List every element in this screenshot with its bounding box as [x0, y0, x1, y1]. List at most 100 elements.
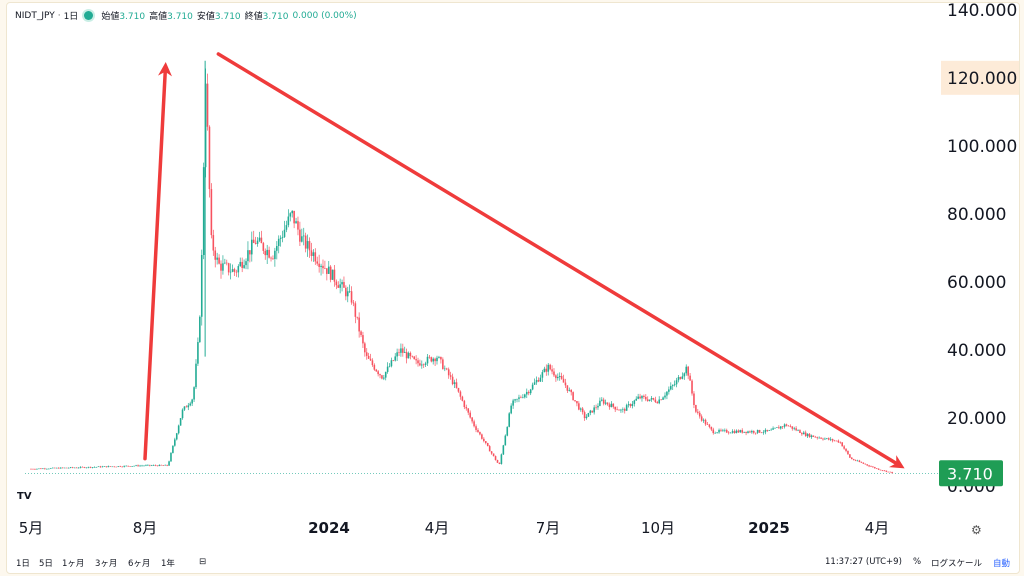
candle — [883, 469, 886, 472]
candle — [781, 425, 784, 430]
candle — [400, 343, 402, 357]
candle — [89, 466, 92, 469]
candle — [612, 403, 615, 409]
range-3m-button[interactable]: 3ヶ月 — [95, 559, 118, 569]
time-zone-readout[interactable]: 11:37:27 (UTC+9) — [825, 557, 902, 567]
candle — [681, 372, 684, 380]
candle — [444, 365, 446, 372]
candle — [889, 471, 891, 473]
candle — [61, 467, 64, 469]
arrow-annotation-2[interactable] — [216, 52, 905, 469]
gear-icon[interactable]: ⚙ — [971, 523, 982, 537]
interval-label[interactable]: 1日 — [63, 12, 79, 22]
candle — [778, 425, 780, 429]
ohlc-open: 始値3.710 — [101, 9, 145, 22]
candle — [358, 312, 360, 338]
candle — [407, 351, 410, 359]
candle — [390, 357, 393, 368]
candle — [839, 441, 842, 444]
candle — [71, 466, 74, 469]
candle — [741, 428, 744, 434]
candle — [59, 467, 62, 469]
candle — [887, 471, 890, 473]
candle — [403, 346, 406, 353]
candle — [440, 356, 442, 364]
candle — [293, 210, 295, 229]
candle — [237, 264, 240, 278]
candle — [673, 380, 676, 387]
candle — [656, 400, 659, 404]
candle — [402, 343, 404, 357]
candle — [101, 465, 104, 468]
candle — [308, 237, 311, 258]
candle — [438, 355, 440, 359]
candle — [200, 249, 203, 326]
candle — [477, 428, 479, 433]
candle — [529, 388, 532, 396]
candle — [795, 426, 797, 432]
candle — [622, 407, 624, 413]
arrow-annotation-1[interactable] — [143, 62, 172, 461]
candle — [885, 470, 888, 473]
candle — [119, 465, 122, 468]
auto-scale-toggle[interactable]: 自動 — [993, 559, 1011, 569]
candle — [716, 432, 718, 434]
candle — [457, 387, 460, 393]
candle — [131, 466, 133, 467]
y-tick-label: 120.000 — [947, 69, 1017, 89]
range-6m-button[interactable]: 6ヶ月 — [128, 559, 151, 569]
candle — [698, 410, 701, 419]
open-value: 3.710 — [119, 12, 146, 22]
range-1m-button[interactable]: 1ヶ月 — [62, 559, 85, 569]
candle — [766, 429, 769, 432]
candle — [583, 410, 586, 421]
calendar-range-icon[interactable]: ⊟ — [199, 557, 207, 567]
candle — [324, 260, 326, 270]
annotation-layer — [143, 52, 905, 469]
candle — [826, 437, 828, 440]
tradingview-logo-icon[interactable]: 𝗧𝗩 — [17, 491, 32, 502]
candle — [579, 407, 582, 412]
candle — [426, 354, 429, 366]
range-1d-button[interactable]: 1日 — [16, 559, 30, 569]
candle — [508, 412, 511, 428]
candle — [662, 396, 664, 401]
candle — [637, 393, 639, 400]
candle — [537, 377, 540, 383]
symbol-name[interactable]: NIDT_JPY — [15, 10, 55, 21]
candle — [360, 330, 362, 338]
candle — [247, 241, 249, 270]
candle — [465, 404, 468, 411]
price-chart[interactable]: 140.000 120.000 100.000 80.000 60.000 40.000 2… — [7, 3, 1019, 551]
candle — [297, 216, 299, 236]
candle — [250, 231, 253, 262]
candle — [854, 459, 857, 462]
log-scale-toggle[interactable]: ログスケール — [931, 559, 983, 569]
candle — [117, 466, 120, 468]
candle — [210, 183, 213, 239]
range-1y-button[interactable]: 1年 — [161, 559, 175, 569]
candle — [671, 384, 674, 391]
candle — [791, 426, 794, 431]
candle — [700, 414, 703, 422]
candle — [616, 406, 618, 411]
candle — [714, 431, 716, 434]
percent-toggle[interactable]: % — [913, 557, 922, 567]
range-5d-button[interactable]: 5日 — [39, 559, 53, 569]
candle — [860, 461, 863, 463]
candle — [502, 444, 505, 456]
candle — [235, 269, 238, 277]
ohlc-low: 安値3.710 — [197, 9, 241, 22]
x-tick-label: 2025 — [748, 519, 790, 537]
candle — [455, 378, 458, 389]
candle — [737, 429, 740, 433]
candle — [570, 389, 572, 396]
high-label: 高値 — [149, 12, 168, 22]
candle — [545, 364, 548, 376]
candle — [229, 263, 232, 280]
candle — [177, 424, 180, 435]
candle — [650, 395, 653, 402]
candle — [543, 366, 546, 373]
candle — [749, 430, 751, 433]
candle — [533, 378, 536, 386]
